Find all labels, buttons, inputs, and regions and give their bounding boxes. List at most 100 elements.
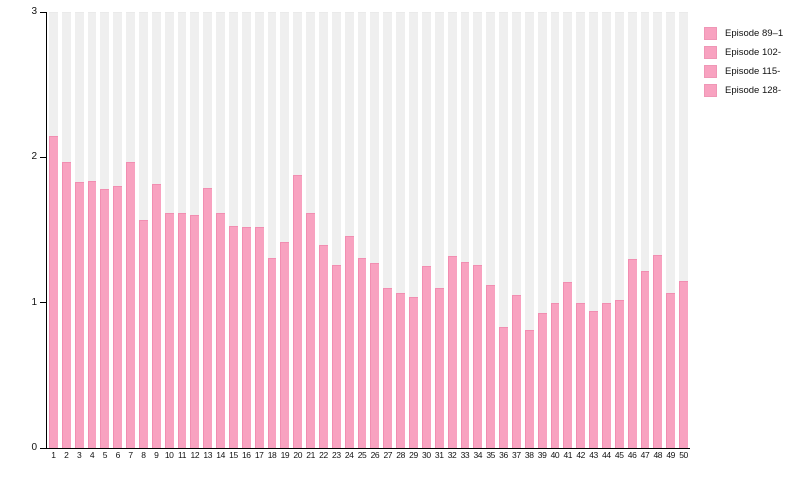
background-column xyxy=(460,12,470,448)
bar-slot xyxy=(137,12,150,448)
x-tick-label: 6 xyxy=(115,450,121,460)
bar xyxy=(614,299,624,448)
bar xyxy=(499,327,508,448)
x-tick-label: 41 xyxy=(563,450,573,460)
legend-swatch-icon xyxy=(704,65,717,78)
background-column xyxy=(434,12,444,448)
bar-slot xyxy=(626,12,639,448)
bar xyxy=(421,266,431,448)
background-column xyxy=(563,12,573,448)
bar-slot xyxy=(471,12,484,448)
bar xyxy=(203,187,213,448)
x-tick-label: 22 xyxy=(319,450,328,460)
background-column xyxy=(357,12,367,448)
background-column xyxy=(511,12,521,448)
bar xyxy=(241,227,251,448)
bar xyxy=(190,215,200,448)
bar-slot xyxy=(677,12,690,448)
bar-slot xyxy=(240,12,253,448)
bar xyxy=(396,292,406,448)
bar xyxy=(460,261,470,448)
bar xyxy=(293,174,303,448)
background-column xyxy=(447,12,457,448)
y-tick xyxy=(40,302,46,304)
bar xyxy=(280,241,290,448)
x-tick-label: 37 xyxy=(512,450,521,460)
x-tick-label: 27 xyxy=(383,450,393,460)
x-tick-label: 21 xyxy=(306,450,315,460)
x-tick-label: 39 xyxy=(537,450,547,460)
bar-slot xyxy=(523,12,536,448)
bar-slot xyxy=(574,12,587,448)
x-tick-label: 42 xyxy=(576,450,585,460)
bar-slot xyxy=(150,12,163,448)
x-tick-label: 43 xyxy=(589,450,598,460)
legend-label: Episode 89–1 xyxy=(725,27,784,39)
x-tick-label: 45 xyxy=(614,450,624,460)
bar-slot xyxy=(98,12,111,448)
x-tick-label: 33 xyxy=(460,450,470,460)
x-tick-label: 49 xyxy=(666,450,675,460)
x-tick-label: 16 xyxy=(241,450,251,460)
x-tick-label: 47 xyxy=(640,450,650,460)
legend: Episode 89–1 Episode 102- Episode 115- Epis… xyxy=(704,27,783,103)
bar-slot xyxy=(561,12,574,448)
bar xyxy=(666,292,676,448)
bar-slot xyxy=(343,12,356,448)
legend-item: Episode 102- xyxy=(704,46,783,59)
x-tick-label: 25 xyxy=(357,450,367,460)
legend-label: Episode 128- xyxy=(725,84,781,96)
x-tick-label: 11 xyxy=(178,450,187,460)
background-column xyxy=(280,12,290,448)
x-tick-label: 5 xyxy=(102,450,108,460)
background-column xyxy=(679,12,688,448)
legend-item: Episode 115- xyxy=(704,65,783,78)
x-tick-label: 23 xyxy=(332,450,341,460)
bar xyxy=(550,302,560,448)
bar xyxy=(74,182,84,448)
bar xyxy=(679,280,688,448)
legend-swatch-icon xyxy=(704,46,717,59)
x-tick-label: 28 xyxy=(396,450,405,460)
y-tick xyxy=(40,156,46,158)
bar xyxy=(216,212,226,448)
bar xyxy=(113,186,123,448)
x-tick-label: 38 xyxy=(524,450,534,460)
bar xyxy=(511,295,521,448)
y-tick-label: 1 xyxy=(31,296,37,308)
bar-slot xyxy=(60,12,73,448)
bar xyxy=(447,256,457,448)
bar-slot xyxy=(176,12,189,448)
y-tick-label: 3 xyxy=(31,6,37,17)
x-tick-label: 50 xyxy=(679,450,688,460)
x-tick-label: 20 xyxy=(293,450,303,460)
background-column xyxy=(601,12,611,448)
x-tick-label: 40 xyxy=(550,450,560,460)
bar xyxy=(357,257,367,448)
bar xyxy=(383,288,393,448)
y-tick-label: 0 xyxy=(31,442,37,453)
background-column xyxy=(640,12,650,448)
bar-slot xyxy=(484,12,497,448)
bar-slot xyxy=(124,12,137,448)
x-tick-label: 8 xyxy=(141,450,146,460)
bar-slot xyxy=(330,12,343,448)
bar-slot xyxy=(73,12,86,448)
bar-slot xyxy=(613,12,626,448)
y-tick-label: 2 xyxy=(31,151,37,163)
bar-slot xyxy=(188,12,201,448)
bar xyxy=(434,288,444,448)
bar-slot xyxy=(446,12,459,448)
background-column xyxy=(653,12,663,448)
bar xyxy=(537,312,547,448)
x-tick-label: 1 xyxy=(51,450,56,460)
x-tick-label: 46 xyxy=(627,450,637,460)
bar-slot xyxy=(420,12,433,448)
bar xyxy=(370,263,380,448)
y-tick xyxy=(40,447,46,449)
bars-container xyxy=(47,12,690,448)
bar-slot xyxy=(651,12,664,448)
bar xyxy=(627,259,637,448)
x-tick-label: 44 xyxy=(602,450,611,460)
x-tick-label: 7 xyxy=(128,450,133,460)
